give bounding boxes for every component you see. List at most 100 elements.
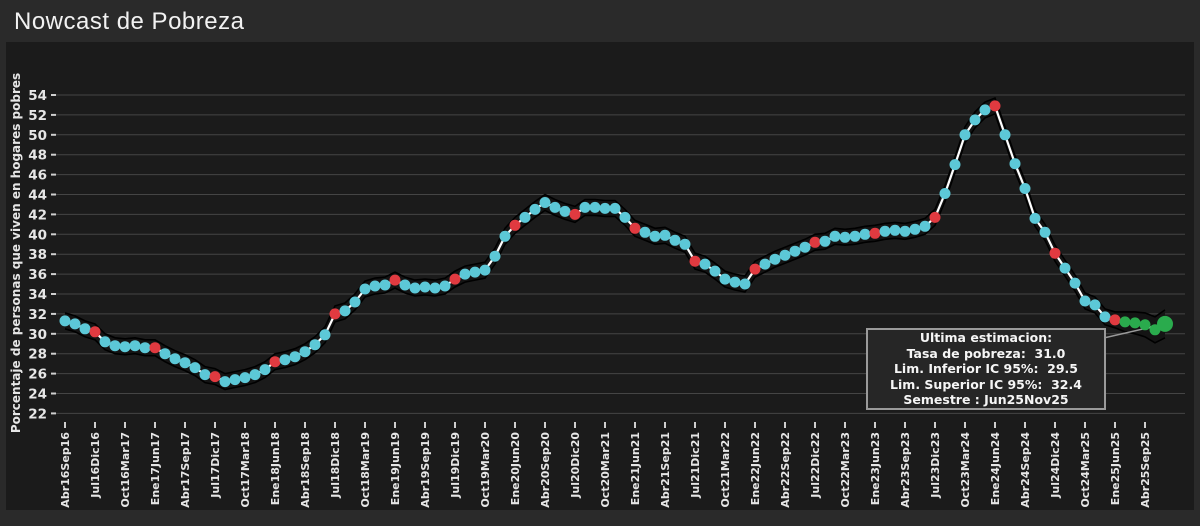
monthly-nowcast-point[interactable] [469, 266, 481, 278]
monthly-nowcast-point[interactable] [859, 228, 871, 240]
monthly-nowcast-point[interactable] [419, 281, 431, 293]
monthly-nowcast-point[interactable] [409, 282, 421, 294]
monthly-nowcast-point[interactable] [609, 202, 621, 214]
monthly-nowcast-point[interactable] [139, 342, 151, 354]
monthly-nowcast-point[interactable] [479, 264, 491, 276]
monthly-nowcast-point[interactable] [899, 225, 911, 237]
latest-nowcast-point[interactable] [1119, 316, 1131, 328]
official-data-point[interactable] [89, 326, 101, 338]
monthly-nowcast-point[interactable] [229, 374, 241, 386]
monthly-nowcast-point[interactable] [299, 346, 311, 358]
official-data-point[interactable] [749, 263, 761, 275]
monthly-nowcast-point[interactable] [379, 279, 391, 291]
monthly-nowcast-point[interactable] [549, 201, 561, 213]
monthly-nowcast-point[interactable] [459, 268, 471, 280]
official-data-point[interactable] [929, 211, 941, 223]
monthly-nowcast-point[interactable] [1039, 226, 1051, 238]
monthly-nowcast-point[interactable] [189, 362, 201, 374]
monthly-nowcast-point[interactable] [529, 203, 541, 215]
official-data-point[interactable] [329, 308, 341, 320]
monthly-nowcast-point[interactable] [489, 250, 501, 262]
monthly-nowcast-point[interactable] [1059, 262, 1071, 274]
monthly-nowcast-point[interactable] [109, 340, 121, 352]
latest-nowcast-point[interactable] [1139, 319, 1151, 331]
monthly-nowcast-point[interactable] [79, 323, 91, 335]
monthly-nowcast-point[interactable] [1079, 295, 1091, 307]
official-data-point[interactable] [509, 219, 521, 231]
monthly-nowcast-point[interactable] [239, 372, 251, 384]
monthly-nowcast-point[interactable] [259, 364, 271, 376]
monthly-nowcast-point[interactable] [129, 340, 141, 352]
monthly-nowcast-point[interactable] [659, 229, 671, 241]
monthly-nowcast-point[interactable] [309, 339, 321, 351]
latest-nowcast-point[interactable] [1129, 317, 1141, 329]
monthly-nowcast-point[interactable] [249, 369, 261, 381]
monthly-nowcast-point[interactable] [279, 354, 291, 366]
monthly-nowcast-point[interactable] [179, 357, 191, 369]
monthly-nowcast-point[interactable] [369, 280, 381, 292]
monthly-nowcast-point[interactable] [909, 223, 921, 235]
monthly-nowcast-point[interactable] [599, 202, 611, 214]
monthly-nowcast-point[interactable] [949, 159, 961, 171]
monthly-nowcast-point[interactable] [519, 211, 531, 223]
monthly-nowcast-point[interactable] [819, 235, 831, 247]
monthly-nowcast-point[interactable] [699, 258, 711, 270]
monthly-nowcast-point[interactable] [849, 230, 861, 242]
official-data-point[interactable] [869, 227, 881, 239]
monthly-nowcast-point[interactable] [169, 353, 181, 365]
monthly-nowcast-point[interactable] [159, 348, 171, 360]
monthly-nowcast-point[interactable] [99, 336, 111, 348]
monthly-nowcast-point[interactable] [319, 329, 331, 341]
monthly-nowcast-point[interactable] [679, 238, 691, 250]
monthly-nowcast-point[interactable] [839, 231, 851, 243]
monthly-nowcast-point[interactable] [559, 205, 571, 217]
monthly-nowcast-point[interactable] [69, 318, 81, 330]
monthly-nowcast-point[interactable] [639, 226, 651, 238]
official-data-point[interactable] [1049, 247, 1061, 259]
monthly-nowcast-point[interactable] [919, 220, 931, 232]
monthly-nowcast-point[interactable] [739, 278, 751, 290]
monthly-nowcast-point[interactable] [669, 234, 681, 246]
monthly-nowcast-point[interactable] [729, 276, 741, 288]
official-data-point[interactable] [389, 274, 401, 286]
monthly-nowcast-point[interactable] [759, 258, 771, 270]
official-data-point[interactable] [269, 356, 281, 368]
official-data-point[interactable] [449, 273, 461, 285]
monthly-nowcast-point[interactable] [429, 282, 441, 294]
monthly-nowcast-point[interactable] [589, 201, 601, 213]
monthly-nowcast-point[interactable] [999, 129, 1011, 141]
monthly-nowcast-point[interactable] [1009, 158, 1021, 170]
monthly-nowcast-point[interactable] [969, 114, 981, 126]
monthly-nowcast-point[interactable] [829, 230, 841, 242]
monthly-nowcast-point[interactable] [359, 283, 371, 295]
monthly-nowcast-point[interactable] [499, 230, 511, 242]
official-data-point[interactable] [629, 222, 641, 234]
monthly-nowcast-point[interactable] [199, 369, 211, 381]
monthly-nowcast-point[interactable] [339, 305, 351, 317]
monthly-nowcast-point[interactable] [1029, 212, 1041, 224]
official-data-point[interactable] [209, 371, 221, 383]
monthly-nowcast-point[interactable] [1089, 299, 1101, 311]
monthly-nowcast-point[interactable] [59, 315, 71, 327]
official-data-point[interactable] [689, 255, 701, 267]
monthly-nowcast-point[interactable] [399, 279, 411, 291]
monthly-nowcast-point[interactable] [789, 245, 801, 257]
monthly-nowcast-point[interactable] [979, 104, 991, 116]
monthly-nowcast-point[interactable] [889, 224, 901, 236]
monthly-nowcast-point[interactable] [879, 225, 891, 237]
monthly-nowcast-point[interactable] [289, 351, 301, 363]
monthly-nowcast-point[interactable] [619, 211, 631, 223]
monthly-nowcast-point[interactable] [799, 241, 811, 253]
monthly-nowcast-point[interactable] [1019, 183, 1031, 194]
official-data-point[interactable] [989, 100, 1001, 112]
monthly-nowcast-point[interactable] [649, 230, 661, 242]
official-data-point[interactable] [1109, 314, 1121, 326]
monthly-nowcast-point[interactable] [769, 253, 781, 265]
official-data-point[interactable] [149, 342, 161, 354]
monthly-nowcast-point[interactable] [709, 265, 721, 277]
monthly-nowcast-point[interactable] [439, 280, 451, 292]
monthly-nowcast-point[interactable] [1069, 277, 1081, 289]
monthly-nowcast-point[interactable] [579, 201, 591, 213]
latest-nowcast-point[interactable] [1157, 315, 1173, 332]
monthly-nowcast-point[interactable] [939, 188, 951, 199]
